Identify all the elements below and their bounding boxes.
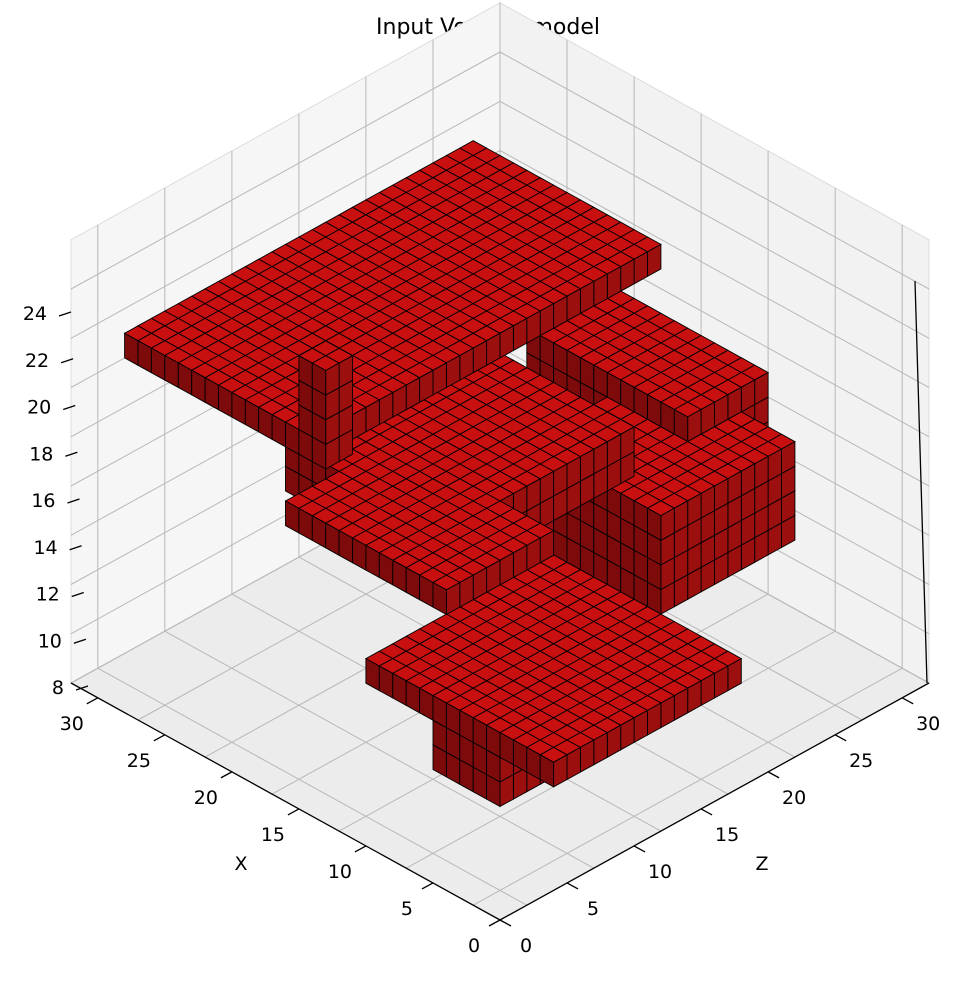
voxel (311, 355, 341, 396)
x-tick-label: 15 (261, 824, 285, 846)
voxel (485, 317, 515, 359)
z-tick-mark (834, 734, 847, 742)
voxel (673, 401, 703, 443)
z-tick-mark (499, 919, 512, 927)
y-tick-label: 8 (52, 677, 64, 699)
x-tick-mark (421, 882, 434, 890)
x-tick-label: 10 (328, 861, 352, 883)
y-tick-label: 16 (31, 490, 55, 512)
x-tick-mark (354, 845, 367, 853)
z-tick-label: 10 (648, 861, 672, 883)
voxel (767, 433, 796, 475)
voxel (579, 349, 609, 391)
y-tick-label: 18 (29, 443, 53, 465)
x-tick-mark (488, 919, 501, 927)
voxel (646, 500, 676, 542)
voxel (539, 746, 568, 788)
z-tick-mark (566, 882, 579, 890)
y-tick-label: 10 (38, 630, 62, 652)
z-tick-mark (633, 845, 646, 853)
y-tick-label: 12 (36, 584, 60, 606)
z-tick-label: 15 (715, 824, 739, 846)
voxel (659, 492, 689, 534)
y-tick-label: 20 (27, 397, 51, 419)
voxel (204, 369, 233, 411)
y-tick-label: 22 (25, 350, 49, 372)
x-tick-label: 20 (194, 787, 218, 809)
z-tick-label: 20 (782, 787, 806, 809)
x-tick-label: 25 (127, 750, 151, 772)
z-tick-mark (901, 697, 914, 705)
z-tick-label: 0 (520, 935, 532, 957)
z-tick-label: 25 (849, 750, 873, 772)
z-axis-label: Z (755, 853, 768, 875)
x-tick-mark (287, 808, 300, 816)
voxel-volume (123, 140, 796, 808)
z-tick-mark (767, 771, 780, 779)
z-tick-label: 5 (587, 898, 599, 920)
z-tick-mark (700, 808, 713, 816)
voxel (150, 340, 180, 381)
voxel (432, 574, 461, 616)
x-tick-label: 5 (401, 898, 413, 920)
x-tick-mark (86, 697, 99, 705)
x-axis-label: X (234, 853, 247, 875)
x-tick-label: 0 (468, 935, 480, 957)
y-gridline (70, 100, 930, 339)
y-gridline (70, 51, 930, 290)
voxel (726, 371, 756, 413)
x-tick-mark (220, 771, 233, 779)
y-tick-label: 24 (23, 303, 47, 325)
x-tick-label: 30 (60, 713, 84, 735)
y-tick-label: 14 (33, 537, 57, 559)
z-tick-label: 30 (916, 713, 940, 735)
y-tick-mark (58, 311, 72, 317)
x-tick-mark (153, 734, 166, 742)
